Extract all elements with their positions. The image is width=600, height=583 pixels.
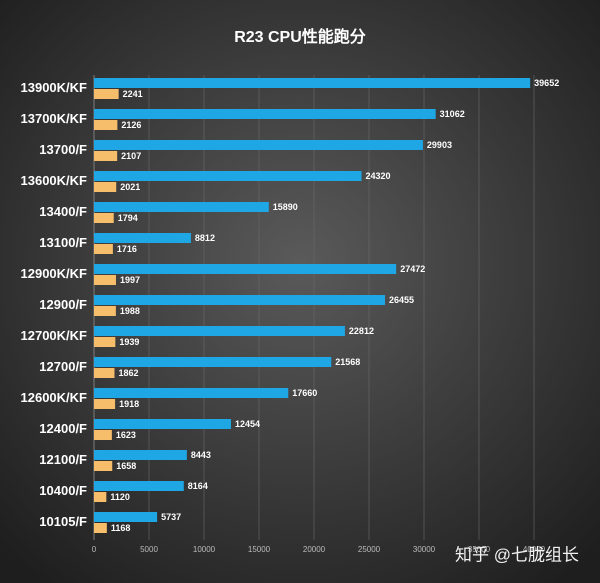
value-label: 8443: [191, 450, 211, 460]
x-tick-label: 10000: [193, 545, 216, 554]
bar: [94, 306, 116, 316]
value-label: 39652: [534, 78, 559, 88]
bar: [94, 151, 118, 161]
bar: [94, 368, 115, 378]
value-label: 2241: [123, 89, 143, 99]
bar: [94, 357, 332, 367]
category-label: 13100/F: [39, 235, 87, 250]
value-label: 1939: [119, 337, 139, 347]
x-tick-label: 35000: [468, 545, 491, 554]
category-label: 13700/F: [39, 142, 87, 157]
bar: [94, 326, 345, 336]
value-label: 1716: [117, 244, 137, 254]
bar: [94, 523, 107, 533]
value-label: 1623: [116, 430, 136, 440]
bar: [94, 512, 158, 522]
bar: [94, 275, 116, 285]
x-tick-label: 15000: [248, 545, 271, 554]
bar: [94, 202, 269, 212]
x-tick-label: 5000: [140, 545, 158, 554]
bar: [94, 337, 116, 347]
chart-title: R23 CPU性能跑分: [234, 27, 366, 46]
value-label: 2021: [120, 182, 140, 192]
grid: 0 5000 10000 15000 20000 25000 30000 35000 40000: [92, 75, 546, 554]
value-label: 1794: [118, 213, 138, 223]
bar: [94, 264, 397, 274]
bar: [94, 109, 436, 119]
bar: [94, 89, 119, 99]
value-label: 26455: [389, 295, 414, 305]
bar: [94, 295, 386, 305]
value-label: 27472: [400, 264, 425, 274]
bar: [94, 233, 191, 243]
bar: [94, 481, 184, 491]
x-tick-label: 25000: [358, 545, 381, 554]
value-label: 1168: [111, 523, 131, 533]
bar: [94, 140, 423, 150]
category-label: 12700/F: [39, 359, 87, 374]
value-label: 21568: [335, 357, 360, 367]
bar: [94, 399, 116, 409]
value-label: 31062: [440, 109, 465, 119]
category-label: 13700K/KF: [21, 111, 88, 126]
category-label: 12900K/KF: [21, 266, 88, 281]
value-label: 12454: [235, 419, 260, 429]
x-tick-label: 30000: [413, 545, 436, 554]
bar: [94, 492, 107, 502]
value-label: 24320: [366, 171, 391, 181]
value-label: 17660: [292, 388, 317, 398]
value-label: 8164: [188, 481, 208, 491]
value-label: 1988: [120, 306, 140, 316]
category-label: 13900K/KF: [21, 80, 88, 95]
value-label: 1862: [118, 368, 138, 378]
category-label: 12100/F: [39, 452, 87, 467]
bar: [94, 419, 231, 429]
category-label: 12600K/KF: [21, 390, 88, 405]
bar: [94, 213, 114, 223]
category-label: 10105/F: [39, 514, 87, 529]
value-label: 22812: [349, 326, 374, 336]
watermark: 知乎 @七胧组长: [455, 545, 579, 564]
bar: [94, 78, 531, 88]
category-label: 12400/F: [39, 421, 87, 436]
value-label: 8812: [195, 233, 215, 243]
category-label: 12700K/KF: [21, 328, 88, 343]
bar: [94, 430, 112, 440]
value-label: 1997: [120, 275, 140, 285]
bar: [94, 182, 117, 192]
x-tick-label: 0: [92, 545, 97, 554]
bar: [94, 461, 113, 471]
value-label: 5737: [161, 512, 181, 522]
bar: [94, 120, 118, 130]
category-label: 13600K/KF: [21, 173, 88, 188]
value-label: 15890: [273, 202, 298, 212]
marks: 13900K/KF 39652 2241 13700K/KF 31062 2126 1370…: [21, 78, 559, 533]
bar: [94, 450, 187, 460]
bar: [94, 388, 289, 398]
value-label: 1120: [110, 492, 130, 502]
value-label: 2126: [121, 120, 141, 130]
bar: [94, 244, 113, 254]
value-label: 1918: [119, 399, 139, 409]
category-label: 10400/F: [39, 483, 87, 498]
x-tick-label: 20000: [303, 545, 326, 554]
category-label: 13400/F: [39, 204, 87, 219]
value-label: 2107: [121, 151, 141, 161]
category-label: 12900/F: [39, 297, 87, 312]
bar: [94, 171, 362, 181]
x-tick-label: 40000: [523, 545, 546, 554]
value-label: 1658: [116, 461, 136, 471]
value-label: 29903: [427, 140, 452, 150]
